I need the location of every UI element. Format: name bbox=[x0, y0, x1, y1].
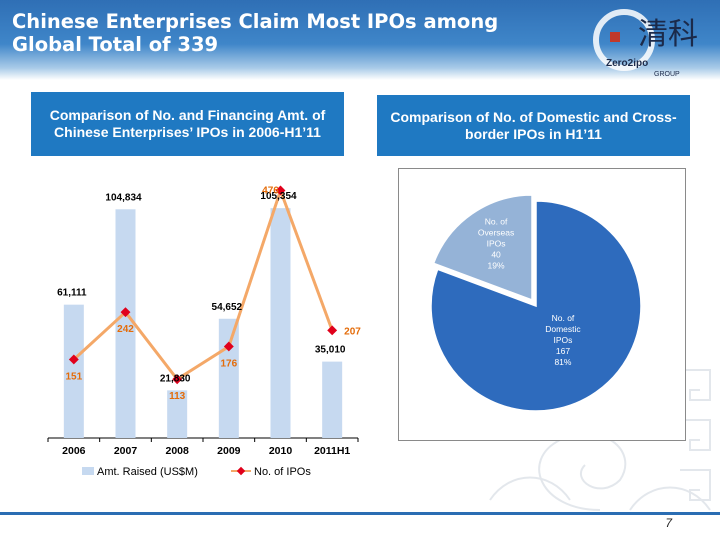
ipo-count-label: 151 bbox=[65, 371, 82, 382]
ipo-count-label: 113 bbox=[169, 391, 186, 402]
logo-group-text: GROUP bbox=[654, 71, 680, 78]
bar-value-label: 61,111 bbox=[57, 288, 87, 299]
chart-legend: Amt. Raised (US$M) No. of IPOs bbox=[82, 466, 311, 478]
bar-2010 bbox=[270, 208, 291, 438]
pie-slice-overseas bbox=[432, 194, 533, 302]
ipo-count-marker bbox=[223, 341, 234, 352]
x-tick-label: 2010 bbox=[269, 445, 293, 457]
bar-value-label: 104,834 bbox=[105, 192, 142, 203]
legend-label-bar: Amt. Raised (US$M) bbox=[97, 466, 198, 478]
page-number: 7 bbox=[665, 516, 672, 530]
x-tick-label: 2006 bbox=[62, 445, 86, 457]
pie-slice-label: No. of Overseas IPOs 40 19% bbox=[478, 216, 514, 270]
seal-icon bbox=[610, 32, 620, 42]
bar-2011H1 bbox=[322, 361, 343, 438]
pie-chart-title: Comparison of No. of Domestic and Cross-… bbox=[377, 95, 690, 156]
legend-swatch-bar bbox=[82, 467, 94, 475]
bar-2008 bbox=[167, 390, 188, 438]
legend-marker bbox=[236, 466, 246, 476]
ipo-count-line bbox=[72, 185, 334, 382]
bar-value-label: 54,652 bbox=[212, 302, 243, 313]
ipo-count-label: 207 bbox=[344, 326, 361, 337]
bar-value-label: 105,354 bbox=[260, 191, 297, 202]
x-tick-label: 2011H1 bbox=[314, 445, 350, 457]
footer-rule bbox=[0, 512, 720, 515]
header-banner bbox=[0, 0, 720, 80]
page-title: Chinese Enterprises Claim Most IPOs amon… bbox=[12, 10, 499, 56]
logo-brand-text: Zero2ipo bbox=[606, 58, 648, 69]
bar-2006 bbox=[63, 304, 84, 438]
pie-slice-domestic bbox=[430, 200, 642, 412]
x-tick-label: 2009 bbox=[217, 445, 241, 457]
ipo-count-label: 176 bbox=[220, 358, 237, 369]
ipo-count-marker bbox=[327, 325, 338, 336]
bar-chart-title: Comparison of No. and Financing Amt. of … bbox=[31, 92, 344, 156]
bar-value-label: 35,010 bbox=[315, 345, 346, 356]
logo-chinese-text: 清科 bbox=[638, 18, 698, 51]
pie-slice-label: No. of Domestic IPOs 167 81% bbox=[545, 313, 581, 367]
zero2ipo-logo: 清科 Zero2ipo GROUP bbox=[588, 2, 708, 80]
bar-2007 bbox=[115, 209, 136, 438]
ipo-count-marker bbox=[275, 185, 286, 196]
ipo-count-marker bbox=[172, 374, 183, 385]
legend-label-line: No. of IPOs bbox=[254, 466, 311, 478]
x-tick-label: 2008 bbox=[165, 445, 189, 457]
ipo-count-label: 242 bbox=[117, 324, 134, 335]
x-tick-label: 2007 bbox=[114, 445, 138, 457]
bar-value-label: 21,830 bbox=[160, 373, 191, 384]
ipo-count-label: 476 bbox=[262, 185, 279, 196]
logo-graphic: 清科 Zero2ipo GROUP bbox=[593, 9, 698, 78]
